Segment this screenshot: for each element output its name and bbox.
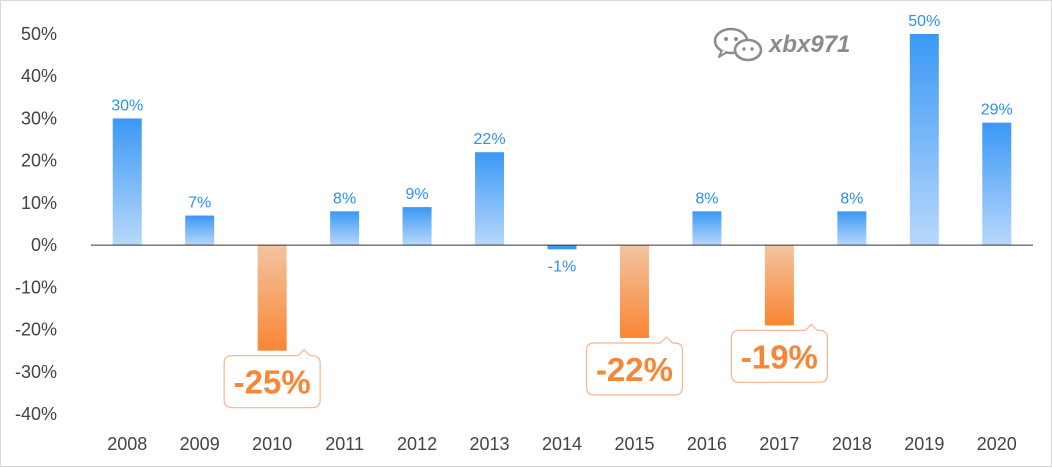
watermark: xbx971 [713,27,850,62]
y-tick-label: -20% [15,320,57,340]
y-tick-label: 30% [21,108,57,128]
y-tick-label: 20% [21,151,57,171]
data-label-2014: -1% [548,258,576,275]
data-label-2018: 8% [840,190,863,207]
data-label-2015: -22% [596,351,673,388]
bar-2016 [692,211,722,246]
x-tick-label: 2009 [180,434,220,454]
data-label-2012: 9% [406,186,429,203]
bar-2012 [402,207,432,246]
bar-2008 [112,118,142,246]
bar-2009 [185,215,215,246]
x-tick-label: 2017 [759,434,799,454]
x-tick-label: 2013 [470,434,510,454]
negative-callout-2010: -25% [223,348,321,409]
x-tick-label: 2011 [325,434,364,454]
bar-2013 [475,152,505,246]
bar-series [112,34,1012,351]
y-axis-tick-labels: 50% 40% 30% 20% 10% 0% -10% -20% -30% -40% [15,24,57,424]
data-label-2017: -19% [741,338,818,375]
y-tick-label: 40% [21,66,57,86]
x-tick-label: 2008 [107,434,147,454]
bar-2019 [909,34,939,246]
bar-2015 [619,245,649,338]
bar-2011 [330,211,360,246]
y-tick-label: 10% [21,193,57,213]
data-label-2011: 8% [333,190,356,207]
wechat-icon [713,27,763,62]
x-axis-tick-labels: 2008 2009 2010 2011 2012 2013 2014 2015 2016 2017… [107,434,1017,454]
data-label-2009: 7% [188,195,211,212]
x-tick-label: 2019 [904,434,944,454]
data-label-2010: -25% [234,364,311,401]
x-tick-label: 2018 [832,434,872,454]
watermark-text: xbx971 [767,31,850,58]
data-label-2016: 8% [695,190,718,207]
bar-2014 [547,245,577,250]
y-tick-label: -10% [15,277,57,297]
y-tick-label: 0% [31,235,57,255]
x-tick-label: 2020 [977,434,1017,454]
x-tick-label: 2012 [397,434,437,454]
data-label-2020: 29% [981,102,1013,119]
data-label-2019: 50% [908,13,940,30]
y-tick-label: -30% [15,362,57,382]
x-tick-label: 2015 [614,434,654,454]
bar-2010 [257,245,287,351]
bar-2020 [982,122,1012,246]
negative-callout-2015: -22% [585,336,684,396]
negative-callout-2017: -19% [730,323,828,383]
data-label-2008: 30% [111,97,143,114]
callout-box [223,348,321,409]
bar-2017 [764,245,794,326]
y-tick-label: -40% [15,404,57,424]
x-tick-label: 2010 [252,434,292,454]
x-tick-label: 2014 [542,434,582,454]
x-tick-label: 2016 [687,434,727,454]
data-labels: 30% 7% -25% 8% 9% 22% -1% -22% 8% -19% 8% 50% 29% [111,13,1013,409]
bar-2018 [837,211,867,246]
callout-box [585,336,684,396]
y-tick-label: 50% [21,24,57,44]
data-label-2013: 22% [474,131,506,148]
callout-box [730,323,828,383]
